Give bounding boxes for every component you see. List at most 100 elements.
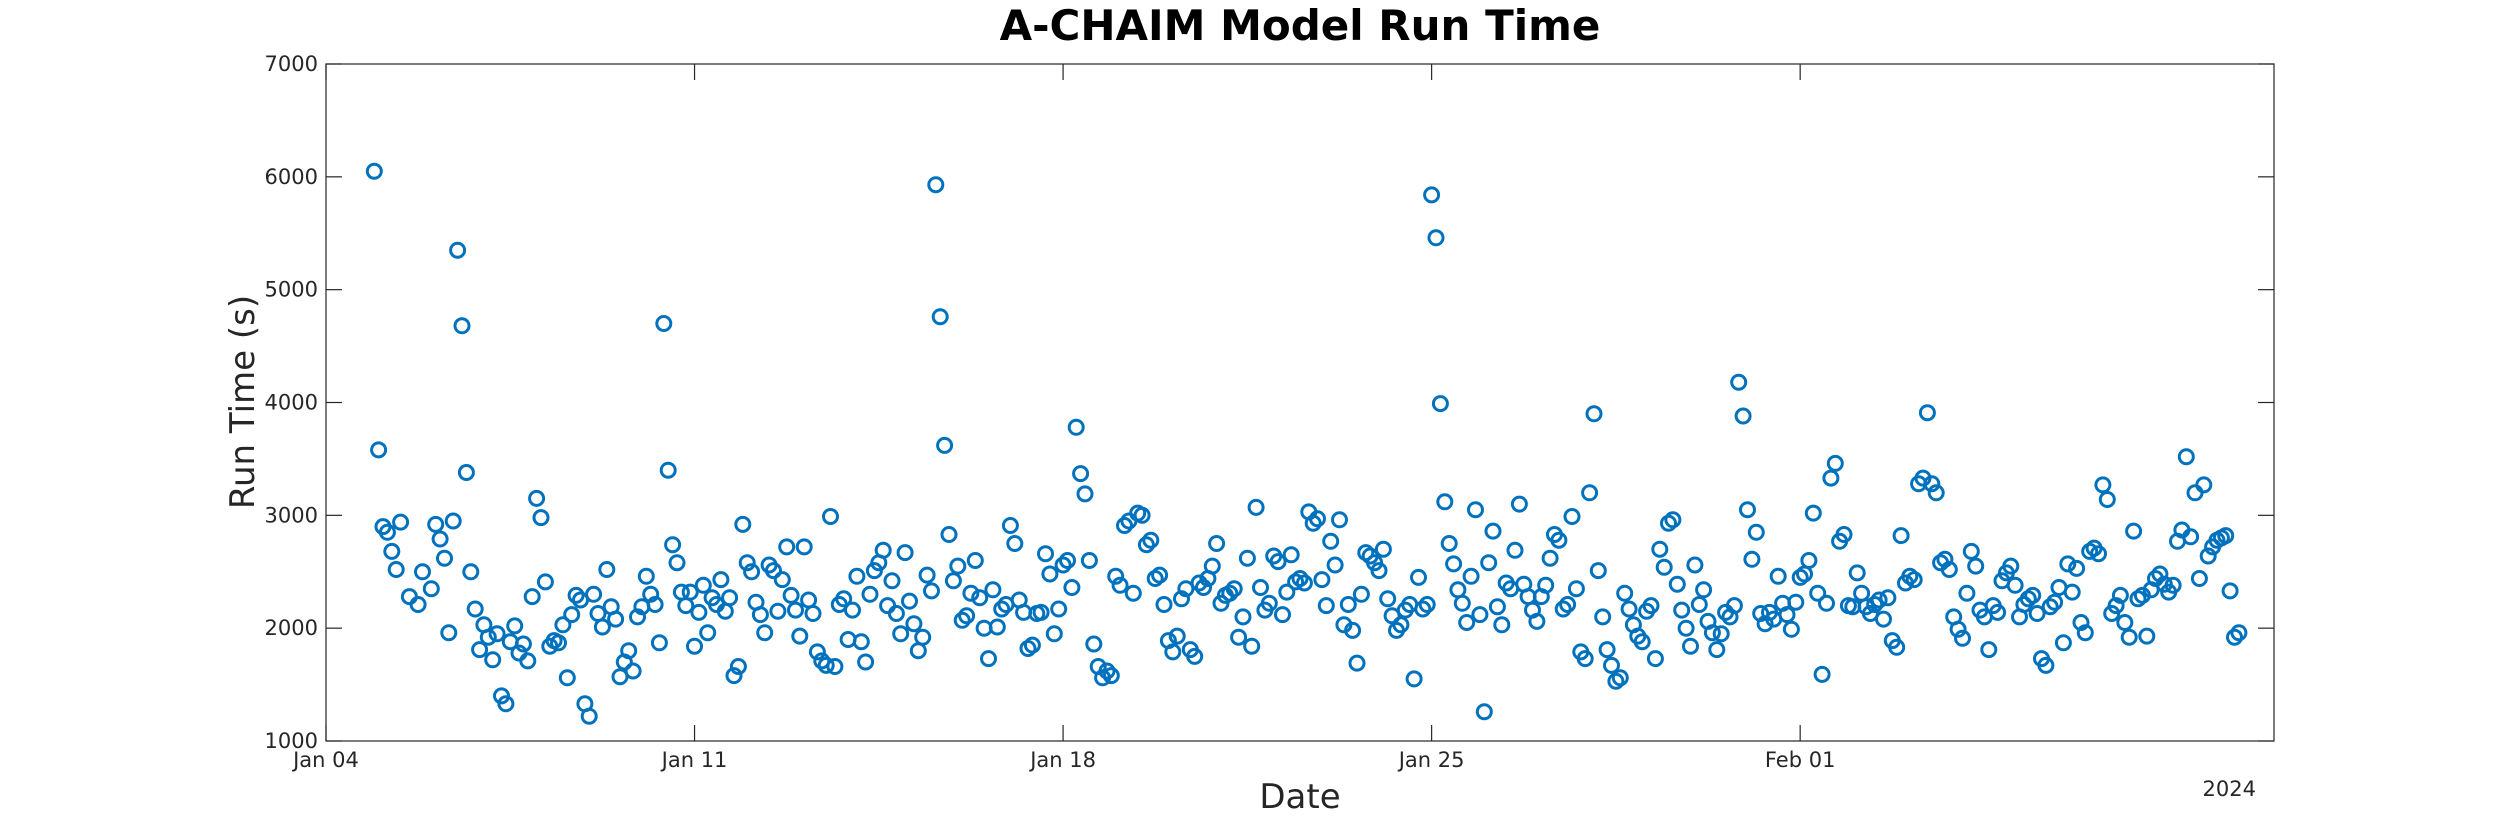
- data-point: [2151, 565, 2169, 583]
- data-point: [1563, 508, 1581, 525]
- data-point: [1493, 616, 1511, 634]
- data-point: [835, 590, 853, 608]
- data-point: [2037, 656, 2055, 674]
- data-point: [2111, 586, 2129, 604]
- data-point: [1252, 579, 1269, 596]
- data-point: [1646, 650, 1664, 668]
- data-point: [466, 600, 484, 618]
- y-tick-label: 7000: [265, 52, 318, 76]
- data-point: [1633, 633, 1651, 651]
- data-point: [1221, 584, 1239, 602]
- data-point: [1317, 597, 1335, 615]
- data-point: [817, 656, 835, 674]
- y-tick-label: 6000: [265, 165, 318, 189]
- x-tick-label: Jan 25: [1397, 748, 1465, 772]
- data-point: [940, 526, 958, 543]
- data-point: [1076, 485, 1094, 503]
- data-point: [1506, 541, 1524, 559]
- data-point: [2098, 491, 2116, 508]
- data-point: [1682, 637, 1699, 655]
- data-point: [1879, 589, 1897, 607]
- data-point: [431, 530, 449, 548]
- data-point: [1449, 581, 1467, 599]
- data-point: [751, 606, 769, 624]
- data-point: [365, 162, 383, 180]
- data-point: [2094, 476, 2112, 494]
- data-point: [1853, 584, 1871, 602]
- data-point: [1195, 579, 1212, 596]
- data-point: [892, 625, 910, 643]
- data-point: [409, 596, 427, 613]
- data-point: [962, 584, 980, 602]
- x-axis-year-label: 2024: [2203, 777, 2256, 801]
- data-point: [1374, 540, 1392, 558]
- data-point: [2116, 614, 2134, 631]
- data-point: [879, 597, 897, 615]
- data-point: [1918, 404, 1936, 422]
- data-point: [1664, 511, 1682, 529]
- data-point: [1559, 596, 1577, 613]
- data-point: [1471, 606, 1489, 624]
- data-point: [2107, 597, 2125, 615]
- data-point: [440, 624, 458, 642]
- data-point: [1822, 469, 1840, 487]
- data-point: [953, 611, 971, 629]
- data-point: [1247, 498, 1265, 516]
- y-tick-label: 4000: [265, 391, 318, 415]
- data-point: [1554, 600, 1572, 618]
- data-point: [686, 637, 703, 655]
- data-point: [655, 315, 673, 332]
- data-point: [1936, 550, 1954, 568]
- y-axis-label: Run Time (s): [223, 295, 263, 509]
- data-point: [852, 633, 870, 651]
- data-point: [1888, 638, 1906, 656]
- data-point: [1480, 554, 1498, 572]
- data-point: [1098, 662, 1116, 680]
- data-point: [1304, 514, 1322, 532]
- data-point: [378, 523, 396, 541]
- data-point: [804, 605, 822, 622]
- data-point: [532, 509, 550, 527]
- data-point: [808, 643, 826, 661]
- data-point: [422, 580, 440, 598]
- data-point: [2059, 555, 2077, 573]
- data-point: [453, 317, 471, 335]
- data-point: [1348, 654, 1366, 672]
- data-point: [1769, 567, 1787, 585]
- data-point: [1804, 504, 1822, 522]
- data-point: [659, 461, 677, 479]
- data-point: [1949, 620, 1967, 638]
- data-point: [936, 436, 954, 454]
- data-point: [1164, 643, 1182, 661]
- data-point: [2041, 598, 2059, 616]
- data-point: [721, 589, 739, 607]
- data-point: [1085, 635, 1103, 653]
- data-point: [2006, 576, 2024, 594]
- data-point: [1295, 574, 1313, 592]
- x-tick-label: Jan 18: [1028, 748, 1096, 772]
- data-point: [681, 583, 699, 601]
- data-point: [971, 589, 989, 607]
- data-point: [949, 557, 967, 575]
- data-point: [1072, 465, 1090, 483]
- data-point: [1006, 535, 1024, 552]
- data-point: [1331, 511, 1348, 529]
- data-point: [1725, 597, 1743, 615]
- data-point: [1142, 531, 1160, 549]
- x-tick-label: Feb 01: [1765, 748, 1836, 772]
- data-point: [1440, 535, 1458, 552]
- data-point: [1730, 373, 1748, 391]
- data-point: [1642, 597, 1660, 615]
- data-point: [2199, 547, 2217, 565]
- data-point: [2054, 634, 2072, 652]
- data-point: [1488, 598, 1506, 616]
- data-point: [1414, 600, 1432, 618]
- data-point: [519, 652, 537, 670]
- x-axis-label: Date: [1259, 777, 1340, 817]
- data-point: [1111, 576, 1129, 594]
- data-point: [1168, 627, 1186, 645]
- data-point: [593, 618, 611, 636]
- data-point: [2002, 557, 2020, 575]
- data-point: [958, 607, 976, 625]
- data-point: [637, 567, 655, 585]
